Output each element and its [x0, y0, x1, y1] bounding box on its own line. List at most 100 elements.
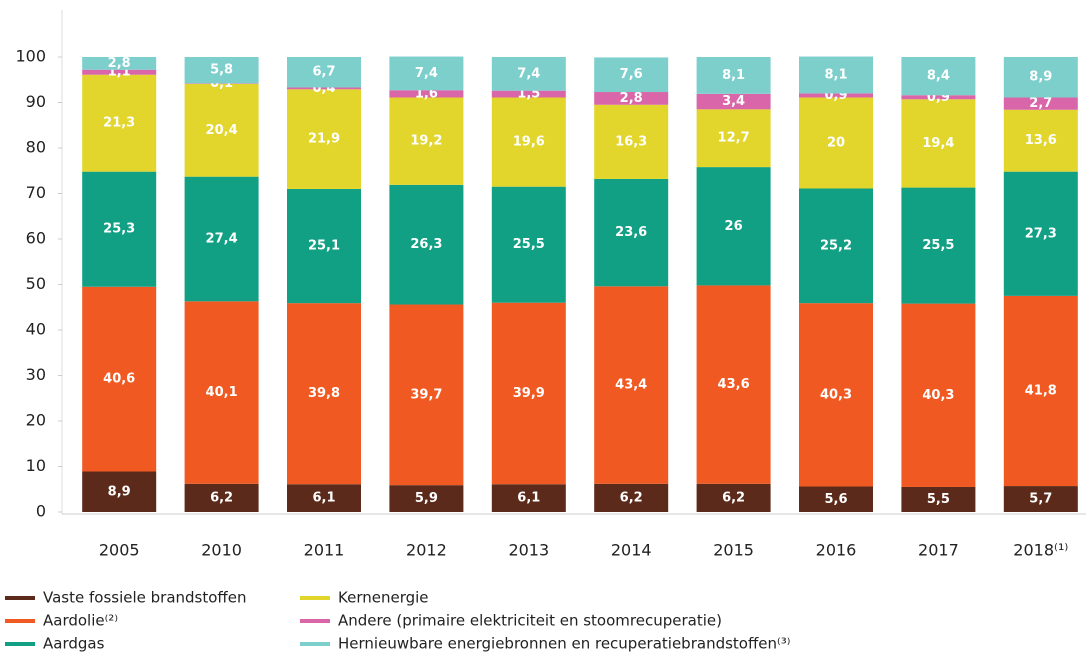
data-label: 8,1: [722, 68, 745, 83]
data-label: 6,2: [620, 490, 643, 505]
x-tick-label: 2018⁽¹⁾: [1013, 541, 1068, 560]
bar-segment: [82, 74, 157, 172]
data-label: 41,8: [1025, 383, 1057, 398]
legend-label: Aardgas: [43, 635, 105, 653]
bar-segment: [287, 303, 361, 485]
y-tick-label: 100: [15, 47, 46, 66]
bar-segment: [82, 286, 157, 472]
legend-label: Andere (primaire elektriciteit en stoomr…: [338, 612, 722, 630]
bar-segment: [82, 171, 157, 287]
data-label: 5,8: [210, 63, 233, 78]
data-label: 7,4: [517, 66, 540, 81]
data-label: 6,7: [312, 65, 335, 80]
bar-segment: [389, 56, 464, 91]
bar-segment: [82, 471, 157, 512]
bar-segment: [799, 303, 873, 487]
bar-segment: [491, 484, 566, 512]
data-label: 21,9: [308, 132, 340, 147]
bar-segment: [389, 90, 464, 98]
data-label: 5,7: [1029, 492, 1052, 507]
bar-segment: [82, 69, 157, 75]
bar-segment: [184, 57, 259, 84]
x-tick-label: 2017: [918, 541, 959, 560]
x-tick-label: 2013: [508, 541, 549, 560]
data-label: 39,8: [308, 386, 340, 401]
data-label: 19,4: [922, 136, 954, 151]
bar-segment: [287, 89, 361, 189]
data-label: 39,9: [513, 386, 545, 401]
data-label: 8,9: [108, 484, 131, 499]
y-tick-label: 0: [36, 502, 46, 521]
bar-segment: [901, 99, 976, 188]
bar-segment: [1003, 486, 1078, 512]
bar-segment: [594, 483, 669, 512]
bar-segment: [901, 187, 976, 304]
bar-segment: [184, 301, 259, 484]
x-tick-label: 2011: [304, 541, 345, 560]
bar-segment: [389, 304, 464, 486]
x-tick-label: 2012: [406, 541, 447, 560]
bar-segment: [799, 56, 873, 94]
legend-label: Hernieuwbare energiebronnen en recuperat…: [338, 635, 790, 653]
data-label: 6,1: [312, 491, 335, 506]
x-tick-label: 2014: [611, 541, 652, 560]
bar-segment: [1003, 295, 1078, 487]
bar-segment: [594, 104, 669, 179]
bar-segment: [389, 184, 464, 305]
data-label: 40,1: [206, 385, 238, 400]
data-label: 26,3: [410, 237, 442, 252]
data-label: 25,3: [103, 222, 135, 237]
data-label: 16,3: [615, 134, 647, 149]
bar-segment: [799, 93, 873, 98]
data-label: 13,6: [1025, 133, 1057, 148]
bar-segment: [696, 93, 771, 110]
bar-segment: [287, 57, 361, 88]
data-label: 2,8: [620, 91, 643, 106]
data-label: 40,6: [103, 372, 135, 387]
y-tick-label: 90: [26, 92, 46, 111]
data-label: 19,6: [513, 135, 545, 150]
data-label: 12,7: [718, 131, 750, 146]
x-tick-label: 2010: [201, 541, 242, 560]
bar-segment: [1003, 97, 1078, 110]
y-tick-label: 10: [26, 456, 46, 475]
bar-segment: [287, 87, 361, 90]
bar-segment: [799, 188, 873, 304]
data-label: 2,7: [1029, 96, 1052, 111]
data-label: 5,5: [927, 492, 950, 507]
bar-segment: [491, 302, 566, 485]
legend-label: Vaste fossiele brandstoffen: [43, 589, 246, 607]
x-tick-label: 2016: [816, 541, 857, 560]
bar-segment: [696, 285, 771, 484]
y-tick-label: 40: [26, 320, 46, 339]
data-label: 20,4: [206, 123, 238, 138]
data-label: 5,9: [415, 491, 438, 506]
data-label: 43,6: [718, 377, 750, 392]
data-label: 39,7: [410, 387, 442, 402]
bar-segment: [696, 167, 771, 286]
data-label: 27,4: [206, 232, 238, 247]
data-label: 25,2: [820, 238, 852, 253]
data-label: 3,4: [722, 94, 745, 109]
bar-segment: [799, 97, 873, 189]
data-label: 7,6: [620, 67, 643, 82]
bar-segment: [491, 186, 566, 303]
data-label: 20: [827, 135, 845, 150]
bar-segment: [184, 483, 259, 512]
bar-segment: [696, 483, 771, 512]
bar-segment: [594, 92, 669, 105]
legend-label: Aardolie⁽²⁾: [43, 612, 118, 630]
bar-segment: [1003, 109, 1078, 172]
bar-segment: [389, 97, 464, 185]
bar-segment: [1003, 57, 1078, 98]
bar-segment: [287, 484, 361, 512]
data-label: 7,4: [415, 66, 438, 81]
bar-segment: [799, 486, 873, 512]
y-tick-label: 20: [26, 411, 46, 430]
bar-segment: [594, 178, 669, 287]
bar-segment: [184, 83, 259, 177]
data-label: 6,2: [210, 490, 233, 505]
data-label: 25,1: [308, 239, 340, 254]
data-label: 6,2: [722, 490, 745, 505]
